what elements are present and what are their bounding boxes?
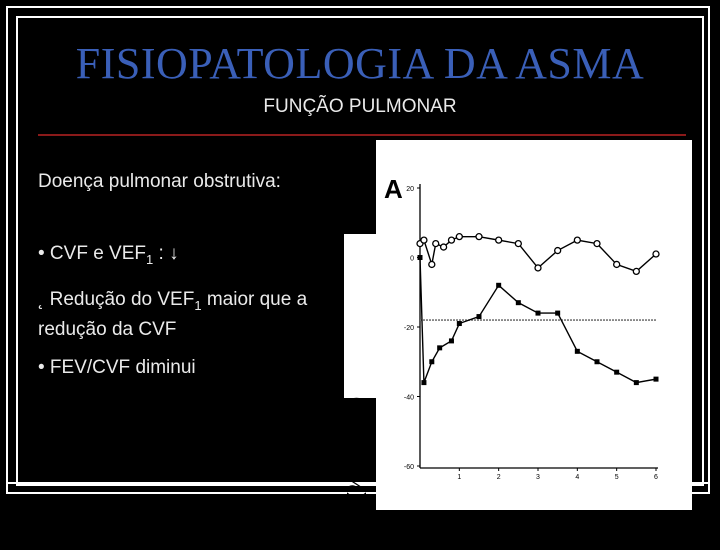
series-2-point (417, 255, 423, 260)
bullet-text-3: ˛ Redução do VEF1 maior que a redução da… (38, 289, 308, 340)
series-2-point (429, 359, 435, 365)
x-tick-label: 2 (497, 474, 501, 481)
bullet-text-1: Doença pulmonar obstrutiva: (38, 171, 281, 192)
series-1-point (420, 236, 428, 244)
series-1-point (432, 239, 440, 248)
x-tick-label: 4 (575, 474, 579, 481)
series-2-point (555, 310, 561, 316)
title-divider (38, 134, 686, 136)
series-2-point (421, 380, 427, 386)
y-tick-label: -40 (404, 395, 414, 402)
series-2-point (594, 359, 600, 365)
series-line-2 (419, 257, 657, 384)
series-1-point (534, 264, 542, 272)
chart-background (376, 140, 692, 510)
series-1-point (475, 233, 483, 241)
series-2-point (574, 348, 580, 354)
slide-bottom-frame (6, 484, 710, 494)
series-2-point (476, 314, 482, 320)
series-1-point (593, 239, 601, 248)
series-2-point (633, 380, 639, 386)
slide-subtitle: FUNÇÃO PULMONAR (263, 96, 457, 117)
series-1-point (573, 236, 581, 244)
slide-inner-frame (16, 16, 704, 486)
series-1-point (554, 246, 562, 255)
series-2-point (653, 376, 659, 382)
x-tick-label: 1 (457, 474, 461, 481)
series-1-point (447, 236, 456, 244)
series-2-point (614, 369, 620, 375)
series-1-point (632, 267, 640, 276)
bullet-text-4: • FEV/CVF diminui (38, 357, 196, 378)
y-tick-label: -20 (404, 325, 414, 332)
series-2-point (448, 338, 454, 344)
slide-outer-frame (6, 6, 710, 484)
series-2-point (535, 310, 541, 316)
fev1-chart: A 20 0 -20 -40 -60 1 2 3 4 5 6 (384, 174, 660, 481)
chart-panel-label: A (384, 174, 403, 204)
series-1-point (652, 250, 660, 258)
series-1-point (455, 233, 463, 241)
series-1-point (514, 239, 522, 248)
x-tick-label: 6 (654, 474, 658, 481)
y-axis-label-panel: FEV₁ (% change) (344, 234, 380, 550)
y-tick-label: 0 (410, 256, 414, 263)
series-2-point (496, 282, 502, 288)
y-tick-label: 20 (406, 186, 414, 193)
series-2-point (456, 321, 462, 327)
series-1-point (428, 260, 436, 269)
series-1-point (613, 260, 621, 269)
y-tick-label: -60 (404, 464, 414, 471)
bullet-text-2: • CVF e VEF1 : ↓ (38, 243, 179, 267)
slide-title: FISIOPATOLOGIA DA ASMA (75, 39, 645, 88)
x-tick-label: 3 (536, 474, 540, 481)
y-axis-label: FEV₁ (% change) (345, 396, 367, 550)
series-1-point (495, 236, 503, 244)
series-2-point (437, 345, 443, 351)
series-2-point (515, 300, 521, 306)
x-tick-label: 5 (615, 474, 619, 481)
series-1-point (439, 243, 448, 251)
